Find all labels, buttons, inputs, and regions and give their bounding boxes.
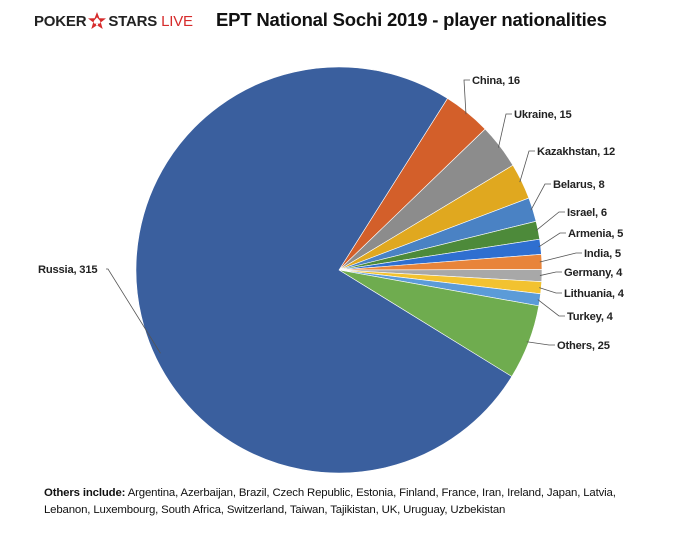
data-label-india: India, 5	[584, 248, 621, 260]
others-footnote-prefix: Others include:	[44, 487, 126, 499]
data-label-turkey: Turkey, 4	[567, 311, 614, 323]
data-label-russia: Russia, 315	[38, 264, 97, 276]
logo-stars-text: STARS	[108, 12, 158, 30]
logo-poker-text: POKER	[34, 12, 87, 30]
leader-line-ukraine	[498, 113, 512, 148]
others-footnote: Others include: Argentina, Azerbaijan, B…	[44, 485, 664, 519]
data-label-lithuania: Lithuania, 4	[564, 288, 625, 300]
pie-slice-russia	[135, 66, 513, 474]
data-label-armenia: Armenia, 5	[568, 228, 623, 240]
leader-line-india	[539, 252, 582, 263]
data-label-others: Others, 25	[557, 340, 610, 352]
star-spade-icon	[88, 12, 107, 29]
data-label-china: China, 16	[472, 75, 520, 87]
leader-line-kazakhstan	[519, 150, 535, 183]
leader-line-belarus	[530, 183, 551, 211]
leader-line-germany	[539, 271, 562, 276]
others-footnote-text: Argentina, Azerbaijan, Brazil, Czech Rep…	[44, 487, 616, 516]
data-label-kazakhstan: Kazakhstan, 12	[537, 146, 615, 158]
leader-line-russia	[106, 268, 161, 354]
leader-line-turkey	[537, 299, 565, 317]
leader-line-lithuania	[539, 287, 562, 294]
leader-line-israel	[535, 211, 565, 231]
data-label-belarus: Belarus, 8	[553, 179, 604, 191]
data-label-israel: Israel, 6	[567, 207, 607, 219]
leader-line-others	[526, 341, 555, 346]
pokerstars-live-logo: POKER STARS LIVE	[34, 8, 194, 34]
data-label-germany: Germany, 4	[564, 267, 623, 279]
chart-title: EPT National Sochi 2019 - player nationa…	[216, 9, 607, 30]
leader-line-armenia	[538, 232, 566, 248]
logo-live-text: LIVE	[161, 12, 193, 30]
data-label-ukraine: Ukraine, 15	[514, 109, 572, 121]
leader-line-china	[463, 79, 470, 115]
